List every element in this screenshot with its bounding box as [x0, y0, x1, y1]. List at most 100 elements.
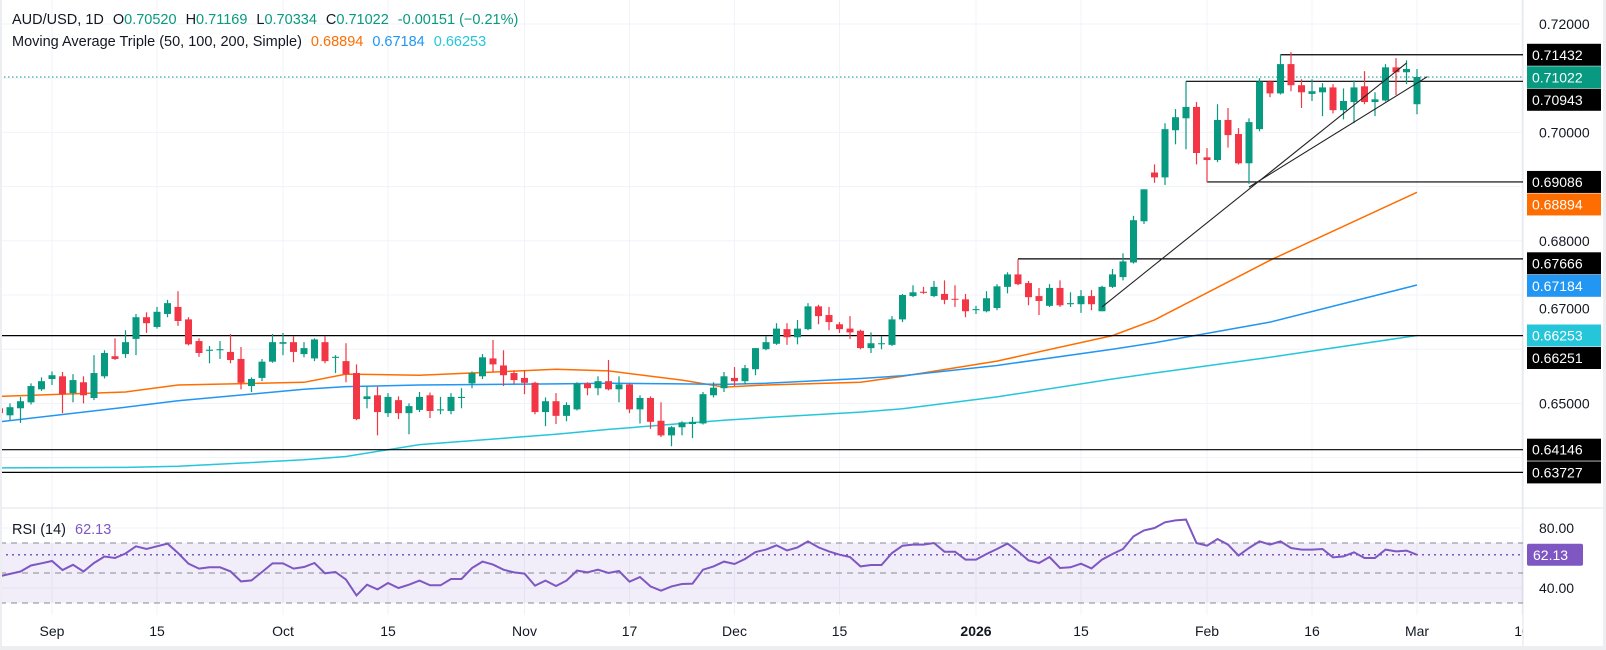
- candle-body: [531, 382, 539, 413]
- high-label: H: [185, 12, 197, 28]
- ma-legend: Moving Average Triple (50, 100, 200, Sim…: [12, 34, 486, 50]
- candle: [279, 332, 287, 356]
- rsi-title: RSI (14): [12, 522, 66, 538]
- candle: [374, 386, 381, 436]
- candle-body: [1298, 85, 1305, 93]
- candle-body: [216, 349, 224, 351]
- candle: [1193, 102, 1200, 165]
- price-label-box: [1527, 193, 1601, 216]
- price-label-box: [1527, 274, 1601, 297]
- candle: [1056, 280, 1064, 307]
- price-label-ma100: 0.67184: [1527, 274, 1601, 297]
- candle: [1046, 284, 1053, 307]
- candle-body: [1161, 129, 1169, 178]
- candle: [290, 336, 297, 363]
- candle: [185, 317, 192, 346]
- candle: [90, 355, 98, 401]
- candle-body: [279, 342, 287, 344]
- price-label-ma50: 0.68894: [1527, 193, 1601, 216]
- candle-body: [206, 349, 213, 351]
- candle: [237, 347, 245, 390]
- candle-body: [59, 376, 66, 395]
- candle-body: [1214, 119, 1221, 161]
- candle: [573, 382, 581, 411]
- candle: [1203, 148, 1211, 183]
- candle-body: [1193, 106, 1200, 153]
- candle: [626, 383, 633, 414]
- candle-body: [1340, 100, 1347, 111]
- candle: [1413, 69, 1421, 115]
- candle-body: [1182, 106, 1190, 119]
- candle: [993, 284, 1001, 311]
- candle-body: [374, 395, 381, 413]
- candle: [1308, 79, 1316, 101]
- candle: [836, 322, 843, 333]
- candle-body: [857, 330, 864, 349]
- time-tick-label: 2026: [960, 623, 991, 639]
- rsi-pane: [0, 518, 1523, 604]
- candle: [752, 348, 759, 376]
- open-label: O: [112, 12, 125, 28]
- price-label-box: [1527, 66, 1601, 89]
- candle-body: [468, 373, 476, 384]
- candle: [1319, 83, 1326, 117]
- time-tick-label: Nov: [512, 623, 537, 639]
- price-label-box: [1527, 461, 1601, 484]
- candle: [783, 323, 791, 345]
- price-axis[interactable]: 0.72000 0.71432 0.71022 0.70943 0.70000 0.690…: [1527, 16, 1601, 596]
- candle: [416, 392, 423, 413]
- candle-body: [1203, 157, 1211, 161]
- time-axis[interactable]: Sep 15 Oct 15 Nov 17 Dec 15 2026 15 Feb 16 Mar 16: [40, 623, 1530, 639]
- candle: [111, 338, 119, 361]
- candle: [101, 350, 108, 379]
- candle-body: [437, 409, 444, 411]
- candle-body: [300, 348, 308, 355]
- candle-body: [752, 348, 759, 370]
- candle: [878, 336, 885, 350]
- candle: [1340, 88, 1347, 120]
- candle-body: [489, 358, 497, 365]
- time-tick-label: Dec: [722, 623, 747, 639]
- rsi-value: 62.13: [75, 522, 112, 538]
- candle: [48, 371, 56, 385]
- horizontal-levels: [0, 54, 1523, 473]
- price-label-level: 0.67666: [1527, 252, 1601, 275]
- candle: [458, 388, 465, 409]
- candle: [332, 355, 339, 374]
- candle: [300, 342, 308, 358]
- candle-body: [510, 373, 518, 381]
- candle: [174, 291, 182, 326]
- candle-body: [573, 383, 581, 410]
- candle-body: [1382, 67, 1389, 101]
- candle: [615, 376, 623, 403]
- price-label-box: [1527, 324, 1601, 347]
- candle: [38, 377, 45, 391]
- price-label-text: 0.69086: [1532, 174, 1583, 190]
- candle-body: [1151, 172, 1158, 178]
- candle: [1119, 253, 1127, 281]
- candle-body: [1329, 87, 1337, 111]
- candle-body: [983, 298, 990, 312]
- candle: [1256, 78, 1263, 132]
- price-label-box: [1527, 170, 1601, 193]
- candle: [888, 316, 896, 346]
- candle: [1245, 118, 1253, 184]
- candle-body: [615, 384, 623, 390]
- candle-body: [38, 381, 45, 390]
- candle-body: [1014, 274, 1022, 285]
- candle: [699, 392, 707, 425]
- candle: [153, 306, 161, 329]
- candle: [668, 426, 675, 447]
- rsi-tick-label: 40.00: [1539, 580, 1574, 596]
- candle: [311, 338, 318, 362]
- candle: [69, 374, 77, 403]
- candle: [132, 313, 140, 356]
- candle: [479, 354, 486, 380]
- candle-body: [426, 395, 434, 411]
- candle-body: [1088, 296, 1095, 305]
- candle: [720, 371, 728, 393]
- candle: [1277, 54, 1284, 95]
- candle: [1172, 109, 1179, 145]
